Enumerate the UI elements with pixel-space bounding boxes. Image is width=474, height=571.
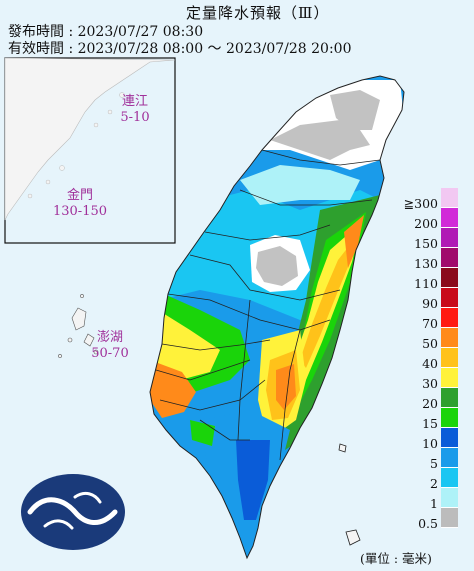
legend-swatch	[441, 508, 458, 528]
cwa-logo	[21, 474, 125, 550]
legend-label: 130	[414, 256, 438, 271]
legend-label: 5	[430, 456, 438, 471]
penghu-islands	[58, 294, 99, 358]
legend-swatch	[441, 288, 458, 308]
legend-label: 200	[414, 216, 438, 231]
valid-time: 有效時間 : 2023/07/28 08:00 ～ 2023/07/28 20:…	[8, 41, 352, 57]
legend-label: 2	[430, 476, 438, 491]
legend-label: 50	[422, 336, 438, 351]
legend-label: 10	[422, 436, 438, 451]
legend-label: 0.5	[418, 516, 438, 531]
region-range: 5-10	[120, 110, 150, 125]
region-label-penghu: 澎湖 50-70	[88, 330, 132, 362]
legend-label: 150	[414, 236, 438, 251]
map-title: 定量降水預報（Ⅲ）	[186, 4, 330, 22]
coastal-islands	[27, 92, 125, 199]
legend-swatch	[441, 308, 458, 328]
legend-swatch	[441, 448, 458, 468]
region-name: 金門	[66, 188, 93, 203]
legend-swatch	[441, 248, 458, 268]
legend-swatch	[441, 228, 458, 248]
legend-label: 70	[422, 316, 438, 331]
china-coast	[4, 57, 176, 221]
legend-label: 40	[422, 356, 438, 371]
green-orchid-islands	[338, 443, 361, 546]
legend-swatch	[441, 348, 458, 368]
legend-swatch	[441, 488, 458, 508]
legend-swatch	[441, 428, 458, 448]
legend-label: 15	[422, 416, 438, 431]
county-boundaries	[155, 149, 381, 461]
region-label-lienchiang: 連江 5-10	[115, 94, 155, 126]
legend-unit: (單位 : 毫米)	[360, 551, 432, 566]
legend-swatch	[441, 468, 458, 488]
region-range: 130-150	[52, 204, 108, 219]
legend-swatch	[441, 328, 458, 348]
legend-label: 30	[422, 376, 438, 391]
legend-label: 90	[422, 296, 438, 311]
region-label-kinmen: 金門 130-150	[52, 188, 108, 220]
legend-label: 20	[422, 396, 438, 411]
legend-swatch	[441, 408, 458, 428]
region-range: 50-70	[91, 346, 129, 361]
region-name: 澎湖	[96, 330, 123, 345]
legend-swatch	[441, 208, 458, 228]
legend-swatch	[441, 188, 458, 208]
legend-swatch	[441, 388, 458, 408]
region-name: 連江	[121, 94, 148, 109]
legend-label: 110	[414, 276, 438, 291]
issued-time: 發布時間 : 2023/07/27 08:30	[8, 24, 204, 40]
legend-label: ≧300	[403, 196, 438, 211]
legend-label: 1	[430, 496, 438, 511]
legend-swatch	[441, 368, 458, 388]
legend-swatch	[441, 268, 458, 288]
